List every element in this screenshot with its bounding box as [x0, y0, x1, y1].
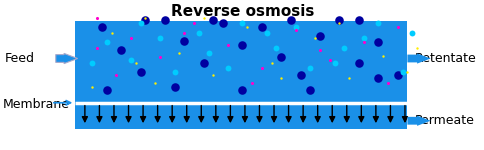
Point	[296, 74, 304, 76]
Point	[408, 32, 415, 34]
Point	[374, 77, 381, 79]
Point	[277, 77, 285, 79]
Point	[170, 86, 178, 88]
Text: Permeate: Permeate	[414, 114, 473, 127]
Point	[374, 21, 381, 24]
Text: Membrane: Membrane	[2, 98, 69, 111]
Point	[175, 51, 183, 54]
Point	[403, 71, 410, 73]
Text: Feed: Feed	[5, 52, 35, 65]
Point	[180, 39, 188, 42]
Point	[156, 36, 164, 39]
Point	[257, 66, 265, 69]
Point	[393, 26, 401, 28]
Point	[136, 21, 144, 24]
Point	[291, 29, 299, 31]
Point	[161, 18, 168, 21]
Point	[98, 26, 106, 28]
FancyArrow shape	[407, 116, 430, 126]
Point	[243, 26, 251, 28]
Point	[345, 77, 352, 79]
Point	[412, 47, 420, 49]
Point	[170, 71, 178, 73]
Point	[306, 89, 314, 91]
FancyArrow shape	[56, 53, 77, 64]
Point	[107, 32, 115, 34]
Point	[354, 62, 362, 64]
Point	[398, 71, 406, 73]
Point	[383, 81, 391, 84]
Point	[325, 59, 333, 61]
Point	[88, 62, 96, 64]
Point	[238, 44, 246, 46]
Point	[209, 74, 217, 76]
Point	[257, 26, 265, 28]
Point	[393, 74, 401, 76]
Point	[238, 89, 246, 91]
Point	[132, 62, 139, 64]
Point	[151, 81, 159, 84]
Point	[199, 62, 207, 64]
Point	[199, 17, 207, 19]
Point	[141, 17, 149, 19]
Point	[306, 66, 314, 69]
Point	[335, 18, 343, 21]
Point	[190, 21, 197, 24]
Point	[103, 89, 110, 91]
Bar	[75, 21, 407, 129]
Point	[277, 56, 285, 58]
Point	[136, 71, 144, 73]
Point	[238, 21, 246, 24]
Point	[204, 51, 212, 54]
Point	[359, 41, 367, 43]
Point	[117, 48, 125, 51]
Point	[224, 44, 231, 46]
Point	[316, 35, 323, 37]
Point	[267, 62, 275, 64]
Point	[156, 56, 164, 58]
Point	[180, 32, 188, 34]
Point	[209, 18, 217, 21]
Point	[248, 81, 256, 84]
Point	[359, 36, 367, 39]
Point	[219, 21, 227, 24]
Point	[224, 66, 231, 69]
Point	[291, 26, 299, 28]
Point	[287, 18, 294, 21]
FancyArrow shape	[407, 53, 430, 64]
Point	[272, 47, 280, 49]
Point	[412, 56, 420, 58]
Text: Retentate: Retentate	[414, 52, 475, 65]
Point	[340, 47, 348, 49]
Point	[316, 48, 323, 51]
Point	[262, 32, 270, 34]
Point	[141, 18, 149, 21]
Point	[88, 86, 96, 88]
Point	[93, 47, 101, 49]
Point	[112, 74, 120, 76]
Point	[103, 41, 110, 43]
Point	[127, 59, 135, 61]
Point	[195, 32, 202, 34]
Point	[127, 36, 135, 39]
Point	[378, 54, 386, 57]
Text: Reverse osmosis: Reverse osmosis	[170, 4, 314, 20]
Point	[374, 41, 381, 43]
Point	[335, 21, 343, 24]
Point	[330, 62, 338, 64]
Point	[354, 18, 362, 21]
Point	[93, 17, 101, 19]
Point	[311, 36, 318, 39]
